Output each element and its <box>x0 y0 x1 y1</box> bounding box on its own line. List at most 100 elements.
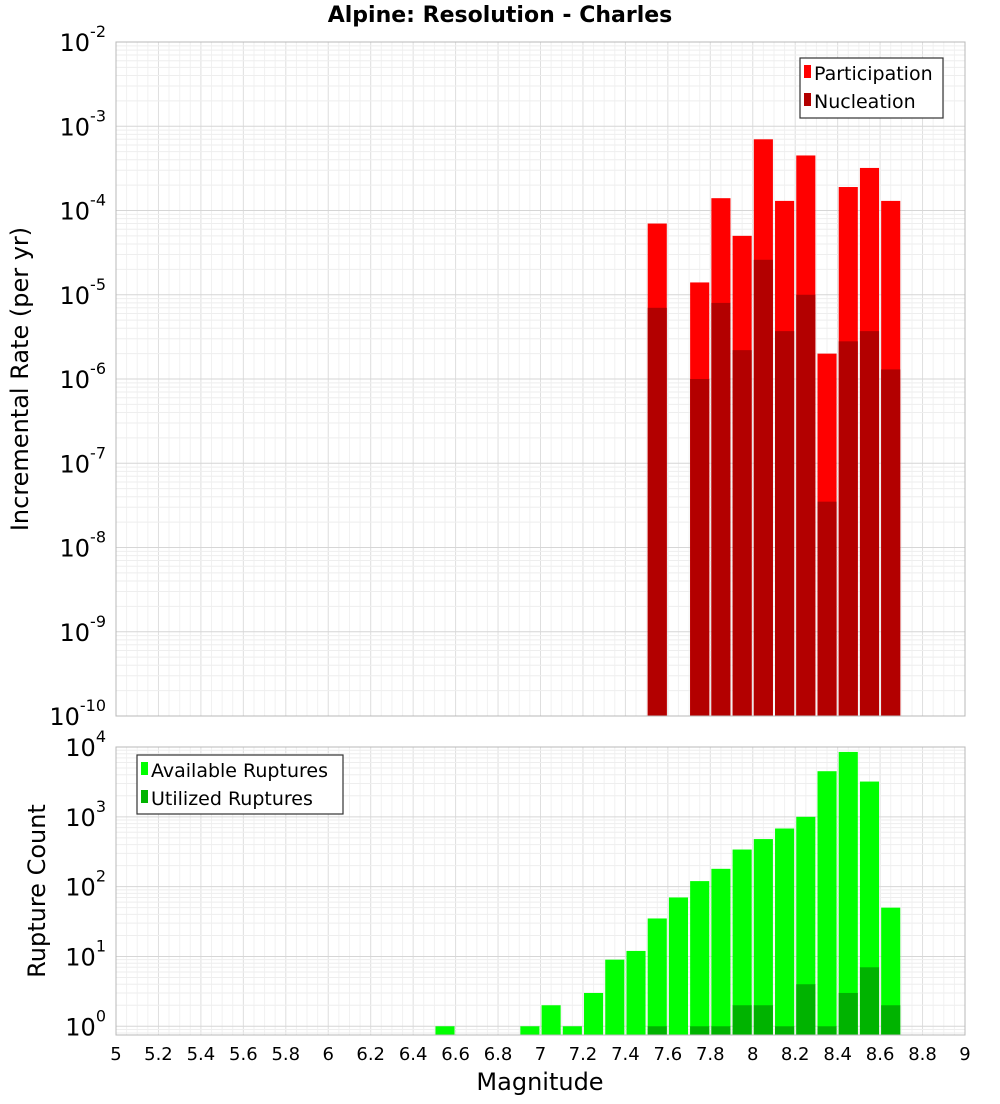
x-tick-label: 5.8 <box>271 1044 300 1065</box>
bar-utilized-ruptures <box>881 1005 901 1035</box>
bar-utilized-ruptures <box>859 967 880 1035</box>
x-tick-label: 5.4 <box>187 1044 216 1065</box>
y-tick-exponent: -8 <box>90 528 106 547</box>
y-tick-exponent: 1 <box>96 936 106 955</box>
bar-nucleation <box>753 259 773 716</box>
bar-available-ruptures <box>520 1026 540 1035</box>
bar-utilized-ruptures <box>690 1026 710 1035</box>
bar-available-ruptures <box>647 918 667 1035</box>
y-tick-label: 10-5 <box>60 275 107 310</box>
bar-available-ruptures <box>711 868 731 1035</box>
y-tick-label: 10-7 <box>60 443 107 478</box>
y-tick-label: 10-4 <box>60 191 107 226</box>
x-axis-label: Magnitude <box>476 1068 603 1096</box>
bar-utilized-ruptures <box>711 1026 731 1035</box>
x-tick-label: 8.4 <box>823 1044 852 1065</box>
bar-available-ruptures <box>690 881 710 1035</box>
legend-swatch-nucleation <box>804 93 811 106</box>
count-panel-bars <box>435 751 901 1035</box>
x-tick-label: 7.4 <box>611 1044 640 1065</box>
x-tick-label: 5 <box>110 1044 121 1065</box>
y-tick-base: 10 <box>60 198 91 226</box>
y-tick-base: 10 <box>60 535 91 563</box>
bar-available-ruptures <box>626 950 646 1035</box>
y-tick-base: 10 <box>60 619 91 647</box>
y-tick-label: 101 <box>65 936 106 971</box>
bar-utilized-ruptures <box>775 1026 795 1035</box>
count-panel-y-axis-label: Rupture Count <box>23 804 51 978</box>
x-tick-label: 6.8 <box>484 1044 513 1065</box>
y-tick-base: 10 <box>49 703 80 731</box>
bar-nucleation <box>775 331 795 716</box>
y-tick-label: 10-6 <box>60 359 107 394</box>
rate-panel-legend-box <box>799 57 944 119</box>
bar-utilized-ruptures <box>647 1026 667 1035</box>
y-tick-label: 10-3 <box>60 106 107 141</box>
bar-nucleation <box>817 501 837 716</box>
legend-label-nucleation: Nucleation <box>814 91 916 113</box>
y-tick-base: 10 <box>65 804 96 832</box>
x-tick-label: 6 <box>323 1044 334 1065</box>
bar-nucleation <box>859 331 880 716</box>
bar-nucleation <box>838 341 858 716</box>
bar-nucleation <box>881 369 901 716</box>
y-tick-exponent: 4 <box>96 727 106 746</box>
legend-swatch-available-ruptures <box>141 762 148 775</box>
bar-nucleation <box>711 302 731 716</box>
y-tick-base: 10 <box>60 450 91 478</box>
x-tick-label: 6.6 <box>441 1044 470 1065</box>
y-tick-exponent: -2 <box>90 22 106 41</box>
y-tick-label: 10-9 <box>60 612 107 647</box>
y-tick-exponent: -7 <box>90 443 106 462</box>
y-tick-base: 10 <box>65 943 96 971</box>
bar-nucleation <box>647 307 667 716</box>
bar-utilized-ruptures <box>796 984 816 1035</box>
y-tick-exponent: 3 <box>96 797 106 816</box>
legend-label-participation: Participation <box>814 63 933 85</box>
bar-available-ruptures <box>562 1026 582 1035</box>
rate-panel-legend: Participation Nucleation <box>799 57 944 119</box>
y-tick-label: 10-2 <box>60 22 107 57</box>
x-tick-label: 8.8 <box>908 1044 937 1065</box>
y-tick-base: 10 <box>60 113 91 141</box>
y-tick-base: 10 <box>60 282 91 310</box>
x-tick-label: 8.6 <box>866 1044 895 1065</box>
y-tick-label: 103 <box>65 797 106 832</box>
x-tick-label: 7.8 <box>696 1044 725 1065</box>
chart-title: Alpine: Resolution - Charles <box>328 3 673 28</box>
rate-panel-bars <box>647 139 901 717</box>
y-tick-exponent: -5 <box>90 275 106 294</box>
y-tick-exponent: -6 <box>90 359 106 378</box>
y-tick-exponent: 0 <box>96 1006 106 1025</box>
x-tick-label: 8 <box>747 1044 758 1065</box>
x-tick-label: 9 <box>959 1044 970 1065</box>
count-panel-legend-box <box>136 754 344 815</box>
y-tick-base: 10 <box>60 29 91 57</box>
bar-available-ruptures <box>753 839 773 1035</box>
bar-nucleation <box>690 379 710 716</box>
rate-panel-y-axis-label: Incremental Rate (per yr) <box>6 227 34 531</box>
bar-available-ruptures <box>584 992 604 1035</box>
bar-utilized-ruptures <box>753 1005 773 1035</box>
bar-nucleation <box>796 294 816 716</box>
rate-panel: 10-210-310-410-510-610-710-810-910-10 In… <box>6 22 966 731</box>
bar-available-ruptures <box>605 959 625 1035</box>
count-panel-frame <box>115 746 966 1036</box>
x-tick-label: 7.2 <box>569 1044 598 1065</box>
y-tick-base: 10 <box>65 874 96 902</box>
y-tick-base: 10 <box>60 366 91 394</box>
x-tick-label: 7 <box>535 1044 546 1065</box>
x-axis-ticks: 5 5.2 5.4 5.6 5.8 6 6.2 6.4 6.6 6.8 7 7.2 7.4 7.6 7.8 8… <box>110 1044 970 1065</box>
x-tick-label: 5.6 <box>229 1044 258 1065</box>
x-tick-label: 6.4 <box>399 1044 428 1065</box>
bar-available-ruptures <box>838 751 858 1035</box>
bar-available-ruptures <box>435 1026 455 1035</box>
x-tick-label: 5.2 <box>144 1044 173 1065</box>
x-tick-label: 6.2 <box>356 1044 385 1065</box>
y-tick-exponent: -9 <box>90 612 106 631</box>
rate-panel-frame <box>115 41 966 717</box>
